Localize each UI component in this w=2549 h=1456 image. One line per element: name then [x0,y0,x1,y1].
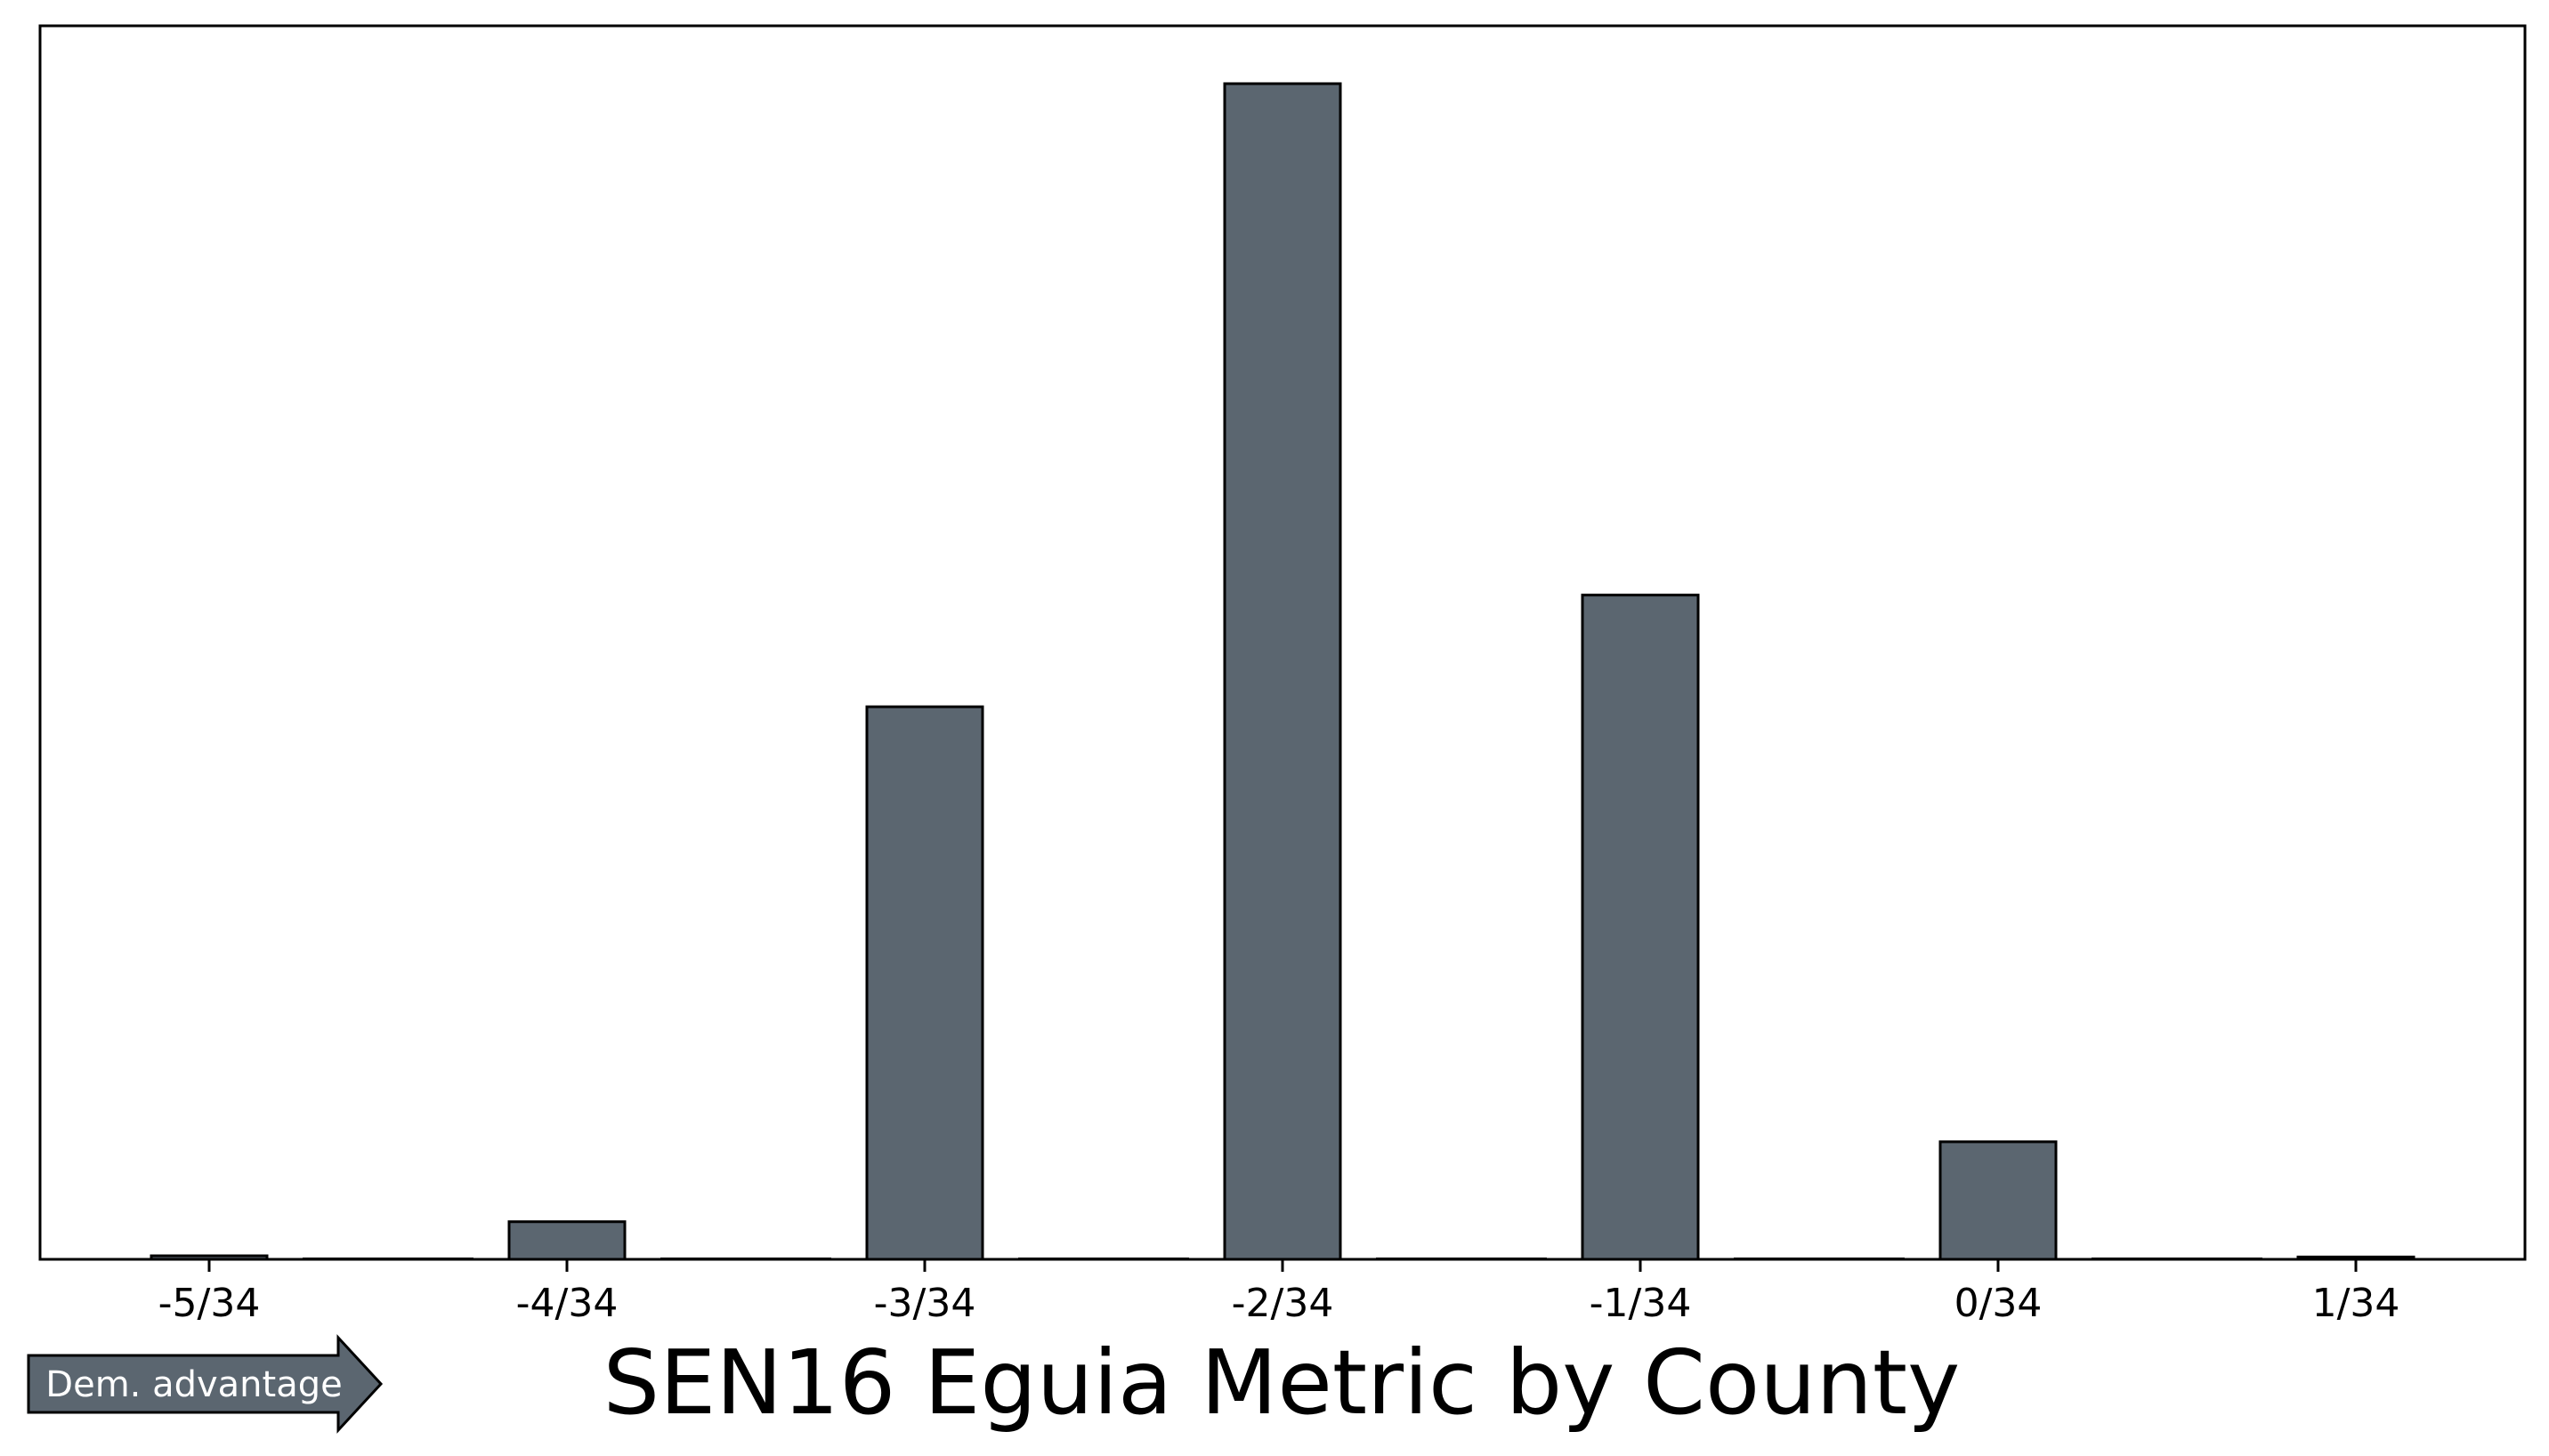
bar [507,1220,627,1261]
x-tick-label: -1/34 [1590,1281,1692,1326]
x-tick-label: -2/34 [1232,1281,1334,1326]
x-tick-label: 0/34 [1954,1281,2043,1326]
x-tick-label: 1/34 [2312,1281,2400,1326]
bars [150,82,2415,1261]
chart-title: SEN16 Eguia Metric by County [603,1331,1961,1435]
bar [1581,594,1700,1261]
x-tick-label: -3/34 [874,1281,976,1326]
bar [2296,1255,2415,1261]
x-tick-label: -5/34 [158,1281,261,1326]
bar [150,1254,269,1261]
dem-advantage-arrow: Dem. advantage [27,1334,384,1434]
bar [1223,82,1342,1261]
arrow-shape [27,1334,384,1434]
arrow-label: Dem. advantage [45,1364,342,1405]
bar [865,705,984,1261]
x-axis-ticks: -5/34 -4/34 -3/34 -2/34 -1/34 0/34 1/34 [158,1259,2400,1326]
bar [1938,1140,2058,1261]
x-tick-label: -4/34 [516,1281,619,1326]
